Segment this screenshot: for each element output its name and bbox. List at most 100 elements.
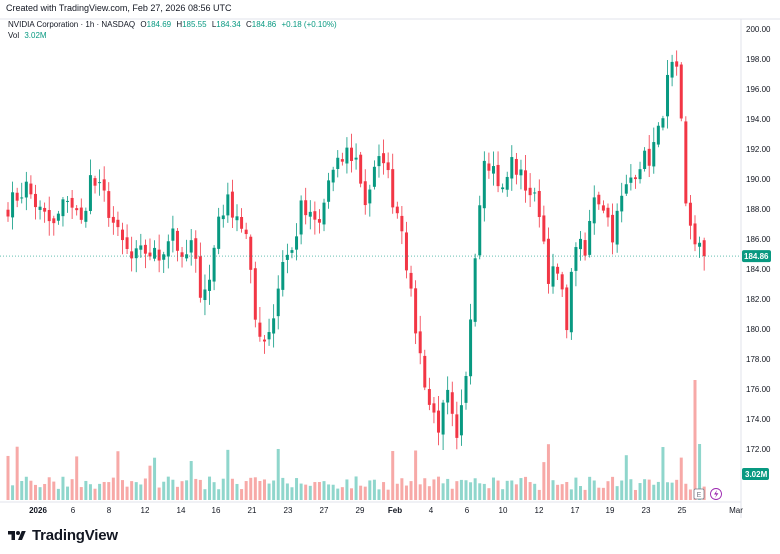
candle bbox=[611, 203, 615, 255]
candle bbox=[565, 284, 569, 339]
price-chart[interactable]: 200.00 198.00 196.00 194.00 192.00 190.00 188.… bbox=[0, 0, 780, 518]
candle bbox=[359, 151, 363, 188]
candle bbox=[551, 253, 555, 294]
candle bbox=[327, 172, 331, 209]
volume-bar bbox=[143, 478, 147, 500]
price-tick-label: 200.00 bbox=[746, 25, 771, 34]
volume-label: Vol bbox=[8, 31, 20, 40]
volume-bar bbox=[469, 482, 473, 500]
volume-bar bbox=[693, 380, 697, 500]
low-label: L bbox=[211, 20, 217, 29]
candle bbox=[304, 187, 308, 225]
volume-bar bbox=[166, 476, 170, 500]
candle bbox=[185, 239, 189, 262]
candle bbox=[537, 179, 541, 228]
volume-bar bbox=[537, 489, 541, 500]
volume-bar bbox=[588, 476, 592, 500]
volume-bar bbox=[487, 488, 491, 500]
candle bbox=[166, 234, 170, 269]
candle bbox=[620, 182, 624, 223]
volume-bar bbox=[528, 482, 532, 500]
volume-bar bbox=[102, 481, 106, 500]
volume-bar bbox=[679, 457, 683, 500]
time-tick-label: 10 bbox=[499, 506, 508, 515]
volume-bar bbox=[43, 483, 47, 500]
price-tick-label: 184.00 bbox=[746, 265, 771, 274]
volume-bar bbox=[134, 482, 138, 500]
candle bbox=[281, 250, 285, 297]
candle bbox=[98, 169, 102, 196]
tradingview-branding: TradingView bbox=[8, 527, 118, 544]
candle bbox=[469, 303, 473, 385]
volume-legend: Vol 3.02M bbox=[8, 31, 50, 40]
candle bbox=[560, 271, 564, 297]
candle bbox=[643, 147, 647, 172]
candle bbox=[432, 396, 436, 424]
volume-bar bbox=[249, 477, 253, 500]
candle bbox=[194, 230, 198, 273]
volume-bar bbox=[221, 478, 225, 500]
volume-bar bbox=[377, 489, 381, 500]
volume-bar bbox=[565, 481, 569, 500]
volume-bar bbox=[121, 480, 124, 500]
candle bbox=[372, 160, 376, 190]
last-volume-badge-text: 3.02M bbox=[745, 470, 768, 479]
volume-bar bbox=[519, 478, 523, 500]
volume-bar bbox=[427, 486, 431, 500]
candle bbox=[15, 187, 19, 208]
high-value: 185.55 bbox=[182, 20, 207, 29]
candle bbox=[400, 206, 404, 245]
candle bbox=[107, 182, 111, 227]
volume-bar bbox=[459, 479, 463, 500]
volume-bar bbox=[409, 481, 413, 500]
volume-bar bbox=[597, 487, 601, 500]
candle bbox=[501, 183, 505, 193]
volume-bar bbox=[24, 476, 28, 500]
volume-bar bbox=[327, 484, 331, 500]
candle bbox=[240, 208, 244, 233]
volume-bar bbox=[386, 489, 390, 500]
candle bbox=[693, 215, 697, 252]
high-label: H bbox=[176, 20, 183, 29]
volume-bar bbox=[633, 489, 637, 500]
time-tick-label: 8 bbox=[107, 506, 112, 515]
volume-bar bbox=[491, 477, 495, 500]
volume-bar bbox=[606, 481, 610, 500]
candle bbox=[221, 204, 225, 228]
candle bbox=[88, 159, 92, 215]
candle bbox=[519, 159, 523, 190]
dividend-marker[interactable] bbox=[710, 488, 722, 500]
candle bbox=[111, 206, 115, 235]
tradingview-logo-icon bbox=[8, 530, 26, 540]
last-volume-badge: 3.02M bbox=[742, 468, 769, 480]
candle bbox=[285, 243, 289, 274]
open-label: O bbox=[140, 20, 147, 29]
volume-bar bbox=[139, 484, 143, 500]
volume-bar bbox=[514, 484, 518, 500]
volume-bar bbox=[66, 486, 70, 500]
time-tick-label: 12 bbox=[141, 506, 150, 515]
volume-bar bbox=[88, 484, 92, 500]
candle bbox=[313, 201, 317, 235]
volume-bar bbox=[84, 480, 88, 500]
price-tick-label: 180.00 bbox=[746, 325, 771, 334]
volume-bar bbox=[336, 488, 340, 500]
candle bbox=[464, 371, 468, 410]
volume-bar bbox=[418, 484, 422, 500]
earnings-marker[interactable]: E bbox=[693, 488, 705, 500]
candle bbox=[295, 223, 299, 261]
volume-bar bbox=[423, 478, 427, 500]
candle bbox=[162, 251, 166, 273]
volume-value: 3.02M bbox=[24, 31, 47, 40]
candle bbox=[491, 151, 495, 186]
volume-bar bbox=[52, 481, 56, 500]
volume-bar bbox=[666, 482, 670, 500]
volume-bar bbox=[569, 489, 573, 500]
created-with-caption: Created with TradingView.com, Feb 27, 20… bbox=[6, 3, 232, 13]
candle bbox=[629, 164, 633, 191]
volume-bar bbox=[15, 446, 19, 500]
volume-bar bbox=[583, 489, 587, 500]
volume-bar bbox=[464, 480, 468, 500]
close-value: 184.86 bbox=[251, 20, 277, 29]
candle bbox=[143, 239, 147, 269]
